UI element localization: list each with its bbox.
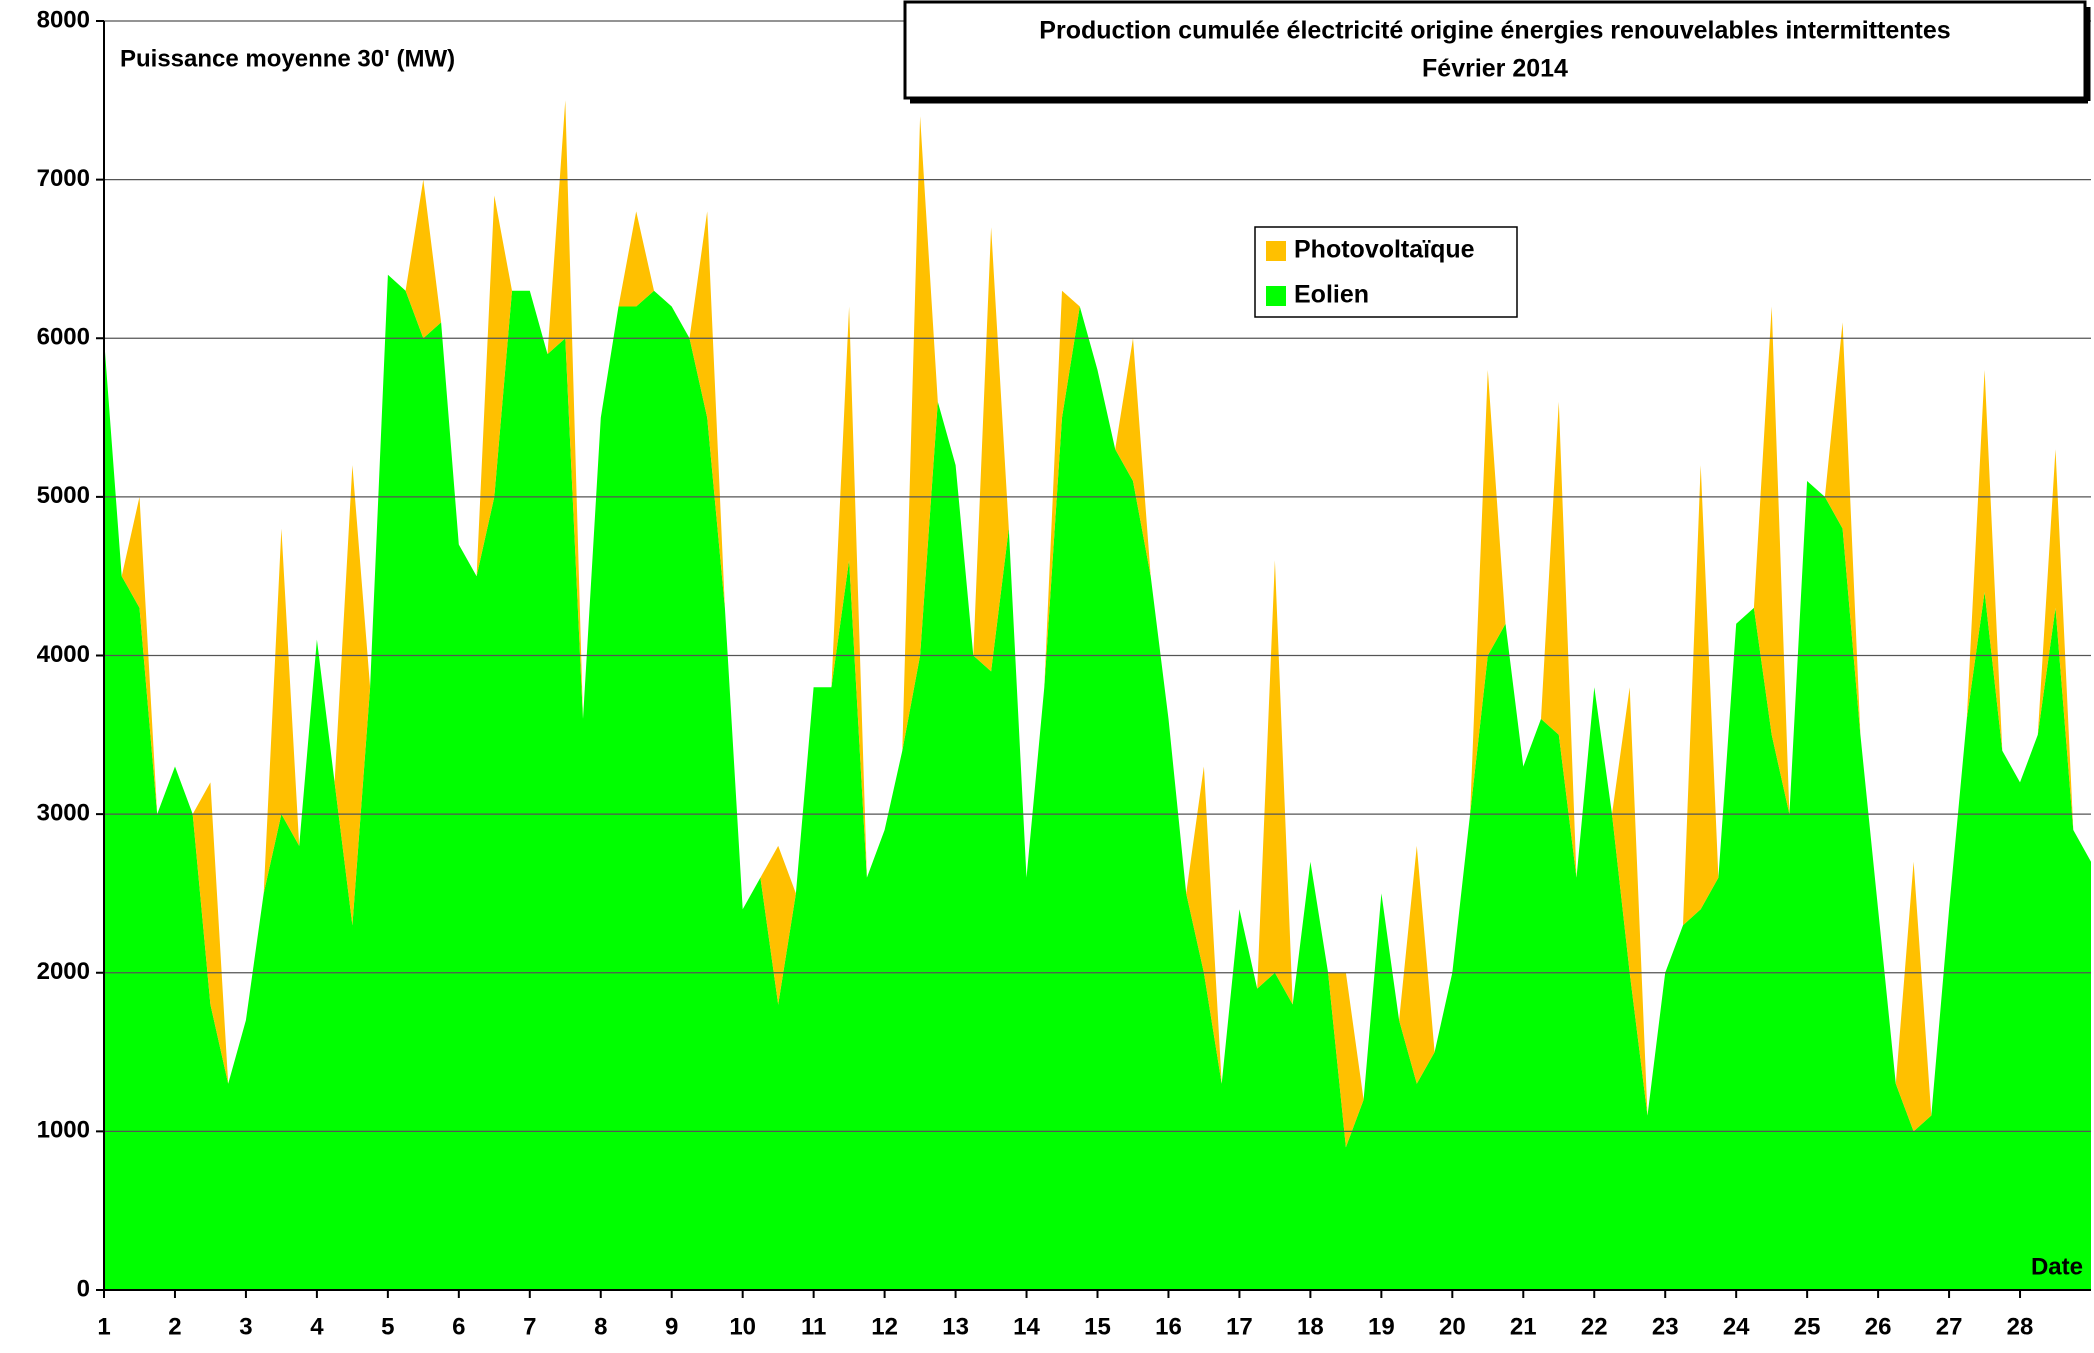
area xyxy=(104,274,2091,1290)
y-axis-label: Puissance moyenne 30' (MW) xyxy=(120,45,455,72)
x-tick-label: 22 xyxy=(1581,1313,1608,1340)
x-tick-label: 4 xyxy=(310,1313,324,1340)
x-tick-label: 26 xyxy=(1865,1313,1892,1340)
y-tick-label: 1000 xyxy=(37,1117,90,1144)
title-box xyxy=(903,0,2087,100)
y-tick-label: 8000 xyxy=(37,6,90,33)
x-tick-label: 28 xyxy=(2007,1313,2034,1340)
chart-title: Production cumulée électricité origine é… xyxy=(1039,17,1950,45)
x-tick-label: 13 xyxy=(942,1313,969,1340)
y-tick-label: 3000 xyxy=(37,799,90,826)
x-tick-label: 19 xyxy=(1368,1313,1395,1340)
y-tick-label: 2000 xyxy=(37,958,90,985)
x-tick-label: 8 xyxy=(594,1313,607,1340)
x-tick-label: 9 xyxy=(665,1313,678,1340)
x-tick-label: 16 xyxy=(1155,1313,1182,1340)
x-tick-label: 25 xyxy=(1794,1313,1821,1340)
x-tick-label: 3 xyxy=(239,1313,252,1340)
x-tick-label: 14 xyxy=(1013,1313,1040,1340)
x-tick-label: 7 xyxy=(523,1313,536,1340)
x-tick-label: 23 xyxy=(1652,1313,1679,1340)
y-tick-label: 0 xyxy=(77,1275,90,1302)
x-tick-label: 11 xyxy=(801,1313,826,1340)
legend-box xyxy=(1254,226,1518,318)
x-tick-label: 6 xyxy=(452,1313,465,1340)
x-tick-label: 5 xyxy=(381,1313,394,1340)
x-tick-label: 17 xyxy=(1226,1313,1253,1340)
chart-subtitle: Février 2014 xyxy=(1422,55,1568,83)
y-tick-label: 7000 xyxy=(37,165,90,192)
x-tick-label: 15 xyxy=(1084,1313,1111,1340)
legend-label: Eolien xyxy=(1294,281,1369,309)
x-axis-label: Date xyxy=(2031,1253,2083,1280)
legend-swatch xyxy=(1266,241,1286,261)
legend-label: Photovoltaïque xyxy=(1294,236,1475,264)
x-tick-label: 24 xyxy=(1723,1313,1750,1340)
x-tick-label: 2 xyxy=(168,1313,181,1340)
x-tick-label: 20 xyxy=(1439,1313,1466,1340)
x-tick-label: 10 xyxy=(729,1313,756,1340)
y-tick-label: 4000 xyxy=(37,641,90,668)
plot-area xyxy=(104,20,2091,1291)
x-tick-label: 21 xyxy=(1510,1313,1537,1340)
x-tick-label: 1 xyxy=(97,1313,110,1340)
legend-swatch xyxy=(1266,286,1286,306)
y-tick-label: 6000 xyxy=(37,324,90,351)
x-tick-label: 12 xyxy=(871,1313,898,1340)
x-tick-label: 18 xyxy=(1297,1313,1324,1340)
x-tick-label: 27 xyxy=(1936,1313,1963,1340)
y-tick-label: 5000 xyxy=(37,482,90,509)
legend: Photovoltaïque Eolien xyxy=(1254,226,1518,318)
